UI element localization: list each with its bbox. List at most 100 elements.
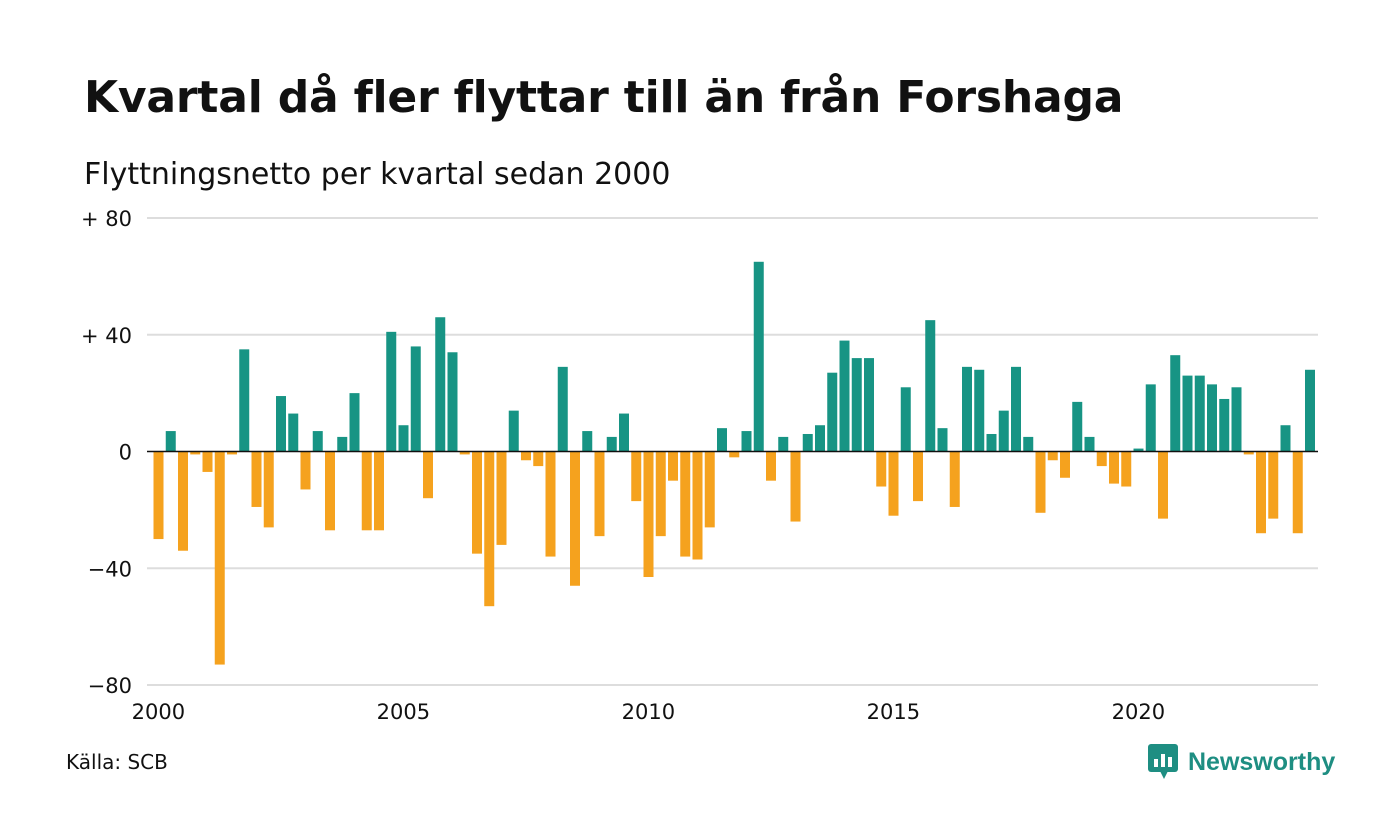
x-tick-label: 2005 [377,700,430,724]
bar [900,387,911,452]
bar [729,451,740,458]
chart-title: Kvartal då fler flyttar till än från For… [84,72,1124,123]
bar [1035,451,1046,513]
bar [643,451,654,578]
bar [239,349,250,452]
bar [1182,375,1193,452]
bar [165,431,176,452]
x-tick-label: 2020 [1112,700,1165,724]
bar [570,451,580,586]
y-tick-label: 0 [119,441,132,465]
bar [1194,375,1205,452]
bar [533,451,544,467]
bar [1231,387,1242,452]
bar [1219,398,1230,452]
bar [606,436,617,452]
bar [276,396,286,452]
bar [986,433,997,452]
bar [190,451,201,455]
bar [619,413,629,452]
bar [1047,451,1058,461]
bar [251,451,262,507]
bar [496,451,507,545]
brand-name: Newsworthy [1188,747,1336,776]
bar [839,340,850,452]
bar [864,358,874,452]
bar [778,436,789,452]
bar [766,451,776,481]
bar [361,451,372,531]
bar [876,451,887,487]
bar [337,436,348,452]
bar [1121,451,1132,487]
bar [913,451,923,502]
bar [349,393,360,452]
bar [545,451,556,557]
bar [925,320,936,452]
x-tick-label: 2000 [132,700,185,724]
bar [521,451,531,461]
bar [263,451,274,528]
bar [753,261,764,452]
bar [472,451,482,554]
bar [423,451,433,499]
bar [1170,355,1181,452]
bar [1133,448,1144,452]
bar [1280,425,1291,452]
bar [937,428,948,452]
bar [508,410,519,452]
bar [974,369,985,452]
bar [557,366,568,452]
y-tick-label: + 80 [81,207,132,231]
bar [202,451,213,472]
bar [386,331,397,452]
x-tick-label: 2010 [622,700,675,724]
bar [802,433,813,452]
bar [704,451,715,528]
bar [1072,401,1083,452]
newsworthy-logo-icon [1148,744,1178,779]
bar [631,451,642,502]
bar [178,451,188,551]
bar [851,358,862,452]
bar [153,451,164,540]
chart-subtitle: Flyttningsnetto per kvartal sedan 2000 [84,157,671,192]
bar [1060,451,1070,478]
bar [741,431,752,452]
bar [692,451,703,560]
bar [1305,369,1315,452]
bar [827,372,838,452]
bar [288,413,299,452]
bar [227,451,237,455]
bar [1011,366,1021,452]
bar [447,352,458,452]
bar [998,410,1009,452]
brand-logo[interactable]: Newsworthy [1148,742,1335,782]
bar [398,425,409,452]
bar [1268,451,1279,519]
bar [717,428,727,452]
bar [962,366,972,452]
bar [1109,451,1119,484]
bar [1243,451,1254,455]
bar [790,451,801,522]
bar [949,451,960,507]
bar [410,346,421,452]
y-tick-label: −40 [88,557,132,581]
bar [1084,436,1095,452]
bar [815,425,825,452]
bar [484,451,495,607]
bar [1096,451,1107,467]
bar [594,451,605,537]
bar [374,451,384,531]
bar [1256,451,1266,534]
bar [459,451,470,455]
y-tick-label: −80 [88,674,132,698]
bar [680,451,691,557]
bar [1207,384,1217,452]
y-tick-label: + 40 [81,324,132,348]
bar [300,451,311,490]
bar [312,431,323,452]
x-tick-label: 2015 [867,700,920,724]
